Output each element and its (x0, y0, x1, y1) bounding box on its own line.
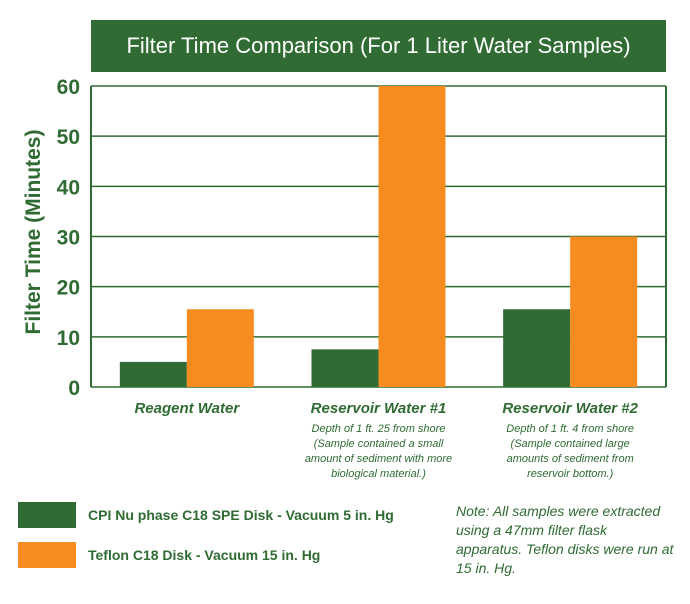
legend-item-teflon: Teflon C18 Disk - Vacuum 15 in. Hg (18, 538, 394, 572)
category-note-line: reservoir bottom.) (527, 468, 614, 480)
bar-teflon-1 (378, 86, 446, 387)
bar-cpi-2 (503, 309, 571, 387)
category-note-line: Depth of 1 ft. 4 from shore (506, 423, 634, 435)
category-note-line: amount of sediment with more (305, 453, 452, 465)
legend-label-cpi: CPI Nu phase C18 SPE Disk - Vacuum 5 in.… (88, 507, 394, 523)
category-labels: Reagent Water Reservoir Water #1 Depth of … (134, 400, 638, 480)
bar-cpi-0 (119, 361, 187, 387)
legend: CPI Nu phase C18 SPE Disk - Vacuum 5 in.… (18, 498, 394, 578)
category-note-line: (Sample contained large (511, 438, 630, 450)
bar-teflon-0 (186, 309, 254, 387)
bar-cpi-1 (311, 349, 379, 387)
bar-teflon-2 (570, 236, 638, 387)
category-label: Reagent Water (134, 400, 240, 417)
bars (119, 86, 638, 387)
category-note-line: (Sample contained a small (314, 438, 444, 450)
y-tick-label: 40 (57, 176, 80, 199)
y-tick-label: 20 (57, 277, 80, 300)
y-tick-label: 10 (57, 327, 80, 350)
y-tick-label: 0 (68, 377, 80, 400)
y-tick-label: 50 (57, 126, 80, 149)
y-tick-labels: 0 10 20 30 40 50 60 (57, 76, 80, 400)
chart-title: Filter Time Comparison (For 1 Liter Wate… (126, 33, 631, 58)
chart-note: Note: All samples were extracted using a… (456, 503, 674, 576)
category-label: Reservoir Water #2 (502, 400, 638, 417)
y-tick-label: 60 (57, 76, 80, 99)
category-note-line: biological material.) (331, 468, 426, 480)
category-label: Reservoir Water #1 (311, 400, 447, 417)
y-tick-label: 30 (57, 227, 80, 250)
legend-swatch-cpi (18, 502, 76, 528)
category-note-line: amounts of sediment from (507, 453, 634, 465)
legend-label-teflon: Teflon C18 Disk - Vacuum 15 in. Hg (88, 547, 321, 563)
legend-item-cpi: CPI Nu phase C18 SPE Disk - Vacuum 5 in.… (18, 498, 394, 532)
legend-swatch-teflon (18, 542, 76, 568)
category-note-line: Depth of 1 ft. 25 from shore (312, 423, 446, 435)
chart-title-bar: Filter Time Comparison (For 1 Liter Wate… (91, 20, 666, 72)
y-axis-label: Filter Time (Minutes) (22, 130, 45, 335)
